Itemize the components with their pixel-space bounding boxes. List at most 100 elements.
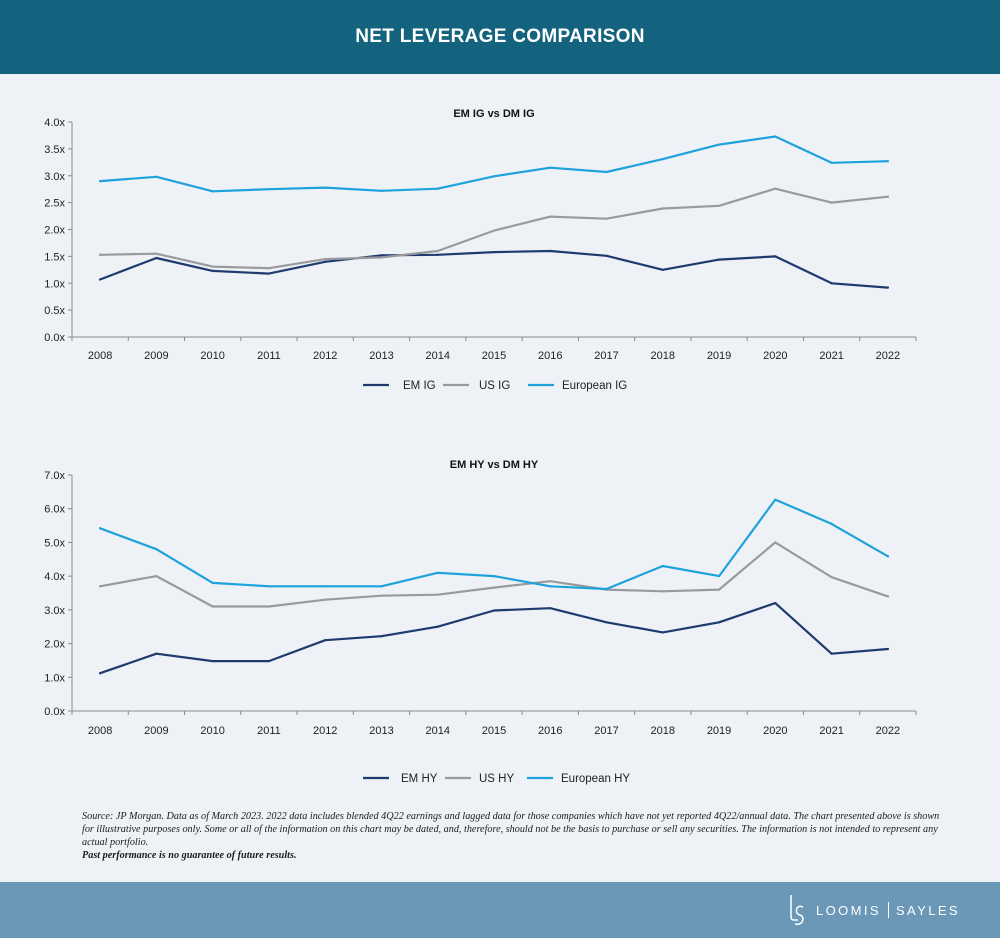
y-tick-label: 4.0x (44, 117, 65, 129)
data-point-european-hy (492, 575, 496, 578)
data-point-european-ig (211, 190, 214, 193)
y-tick-label: 3.0x (44, 605, 65, 617)
brand-divider (887, 902, 889, 918)
data-point-em-ig (830, 282, 833, 285)
x-tick-label: 2010 (200, 350, 224, 362)
data-point-us-ig (324, 257, 327, 261)
data-point-em-hy (605, 621, 608, 624)
x-tick-label: 2018 (651, 350, 675, 362)
data-point-em-hy (380, 635, 383, 638)
x-tick-label: 2013 (369, 350, 393, 362)
data-point-us-hy (211, 605, 214, 608)
x-tick-label: 2013 (369, 725, 393, 737)
data-point-us-hy (380, 594, 383, 597)
data-point-european-ig (774, 135, 777, 138)
data-point-us-hy (549, 580, 552, 583)
data-point-european-hy (155, 548, 158, 551)
page-title: NET LEVERAGE COMPARISON (355, 26, 645, 47)
data-point-european-ig (324, 186, 327, 189)
footer-bar: LOOMIS SAYLES (0, 882, 1000, 938)
performance-disclaimer: Past performance is no guarantee of futu… (82, 850, 297, 861)
y-tick-label: 1.0x (44, 278, 65, 290)
x-tick-label: 2011 (257, 725, 281, 737)
series-line-european-ig (98, 135, 890, 193)
data-point-em-hy (267, 660, 271, 663)
data-point-em-ig (886, 286, 889, 289)
source-text: Source: JP Morgan. Data as of March 2023… (82, 811, 940, 848)
data-point-european-hy (267, 585, 271, 588)
x-tick-label: 2018 (651, 725, 675, 737)
data-point-us-hy (267, 605, 271, 608)
data-point-us-ig (380, 256, 383, 259)
x-tick-label: 2016 (538, 350, 562, 362)
legend-label-us-ig: US IG (479, 380, 510, 392)
data-point-european-hy (380, 585, 383, 588)
data-point-em-hy (99, 672, 102, 675)
data-point-em-hy (324, 639, 327, 642)
data-point-em-ig (267, 272, 271, 275)
series-line-us-hy (98, 541, 890, 608)
data-point-us-hy (99, 585, 102, 588)
x-tick-label: 2014 (425, 725, 449, 737)
x-tick-label: 2009 (144, 350, 168, 362)
data-point-em-ig (324, 260, 327, 263)
x-tick-label: 2010 (200, 725, 224, 737)
data-point-em-ig (717, 258, 721, 261)
data-point-us-ig (886, 195, 889, 198)
chart-em-hy-vs-dm-hy: EM HY vs DM HY 0.0x 1.0x 2.0x 3.0x 4.0x 5.0x 6.… (44, 459, 917, 785)
y-tick-label: 2.0x (44, 639, 65, 651)
legend-label-em-hy: EM HY (401, 773, 438, 785)
data-point-us-ig (661, 207, 664, 210)
data-point-em-ig (155, 256, 158, 260)
data-point-european-hy (436, 571, 439, 574)
chart-em-ig-vs-dm-ig: EM IG vs DM IG 0.0x 0.5x 1.0x 1.5x 2.0x 2.5x 3.… (44, 108, 917, 392)
chart-title: EM IG vs DM IG (453, 108, 534, 120)
data-point-us-hy (886, 595, 889, 598)
data-point-em-ig (549, 249, 552, 253)
data-point-em-ig (774, 255, 777, 258)
data-point-em-ig (661, 268, 664, 271)
y-tick-label: 3.5x (44, 144, 65, 156)
x-tick-label: 2014 (425, 350, 449, 362)
data-point-em-hy (549, 607, 552, 610)
data-point-us-ig (549, 215, 552, 218)
y-tick-label: 1.0x (44, 672, 65, 684)
x-tick-label: 2008 (88, 350, 112, 362)
x-tick-label: 2011 (257, 350, 281, 362)
x-tick-label: 2020 (763, 350, 787, 362)
data-point-us-hy (492, 586, 496, 589)
brand-name-left: LOOMIS (816, 902, 881, 918)
header-bar: NET LEVERAGE COMPARISON (0, 0, 1000, 74)
y-tick-label: 6.0x (44, 504, 65, 516)
data-point-em-ig (380, 254, 383, 257)
data-point-european-ig (549, 166, 552, 169)
legend-label-european-ig: European IG (562, 380, 627, 392)
y-tick-label: 3.0x (44, 171, 65, 183)
x-tick-label: 2012 (313, 725, 337, 737)
brand-name-right: SAYLES (895, 902, 960, 918)
data-point-em-hy (492, 609, 496, 612)
data-point-us-hy (774, 541, 777, 544)
x-tick-label: 2009 (144, 725, 168, 737)
data-point-us-ig (267, 267, 271, 270)
source-note: Source: JP Morgan. Data as of March 2023… (82, 810, 942, 862)
data-point-european-hy (886, 555, 889, 558)
x-tick-label: 2021 (819, 350, 843, 362)
data-point-european-ig (886, 160, 889, 163)
data-point-em-ig (436, 253, 439, 256)
data-point-em-hy (717, 621, 721, 624)
data-point-european-hy (605, 587, 608, 591)
data-point-em-ig (492, 250, 496, 254)
data-point-em-ig (211, 269, 214, 272)
data-point-us-hy (661, 590, 664, 593)
series-line-em-ig (98, 249, 890, 289)
data-point-us-hy (324, 598, 327, 601)
data-point-em-ig (605, 254, 608, 257)
x-tick-label: 2020 (763, 725, 787, 737)
data-point-european-hy (324, 585, 327, 588)
y-tick-label: 0.0x (44, 706, 65, 718)
data-point-us-ig (717, 204, 721, 207)
data-point-us-hy (717, 588, 721, 591)
data-point-us-ig (155, 252, 158, 255)
data-point-european-ig (380, 189, 383, 192)
